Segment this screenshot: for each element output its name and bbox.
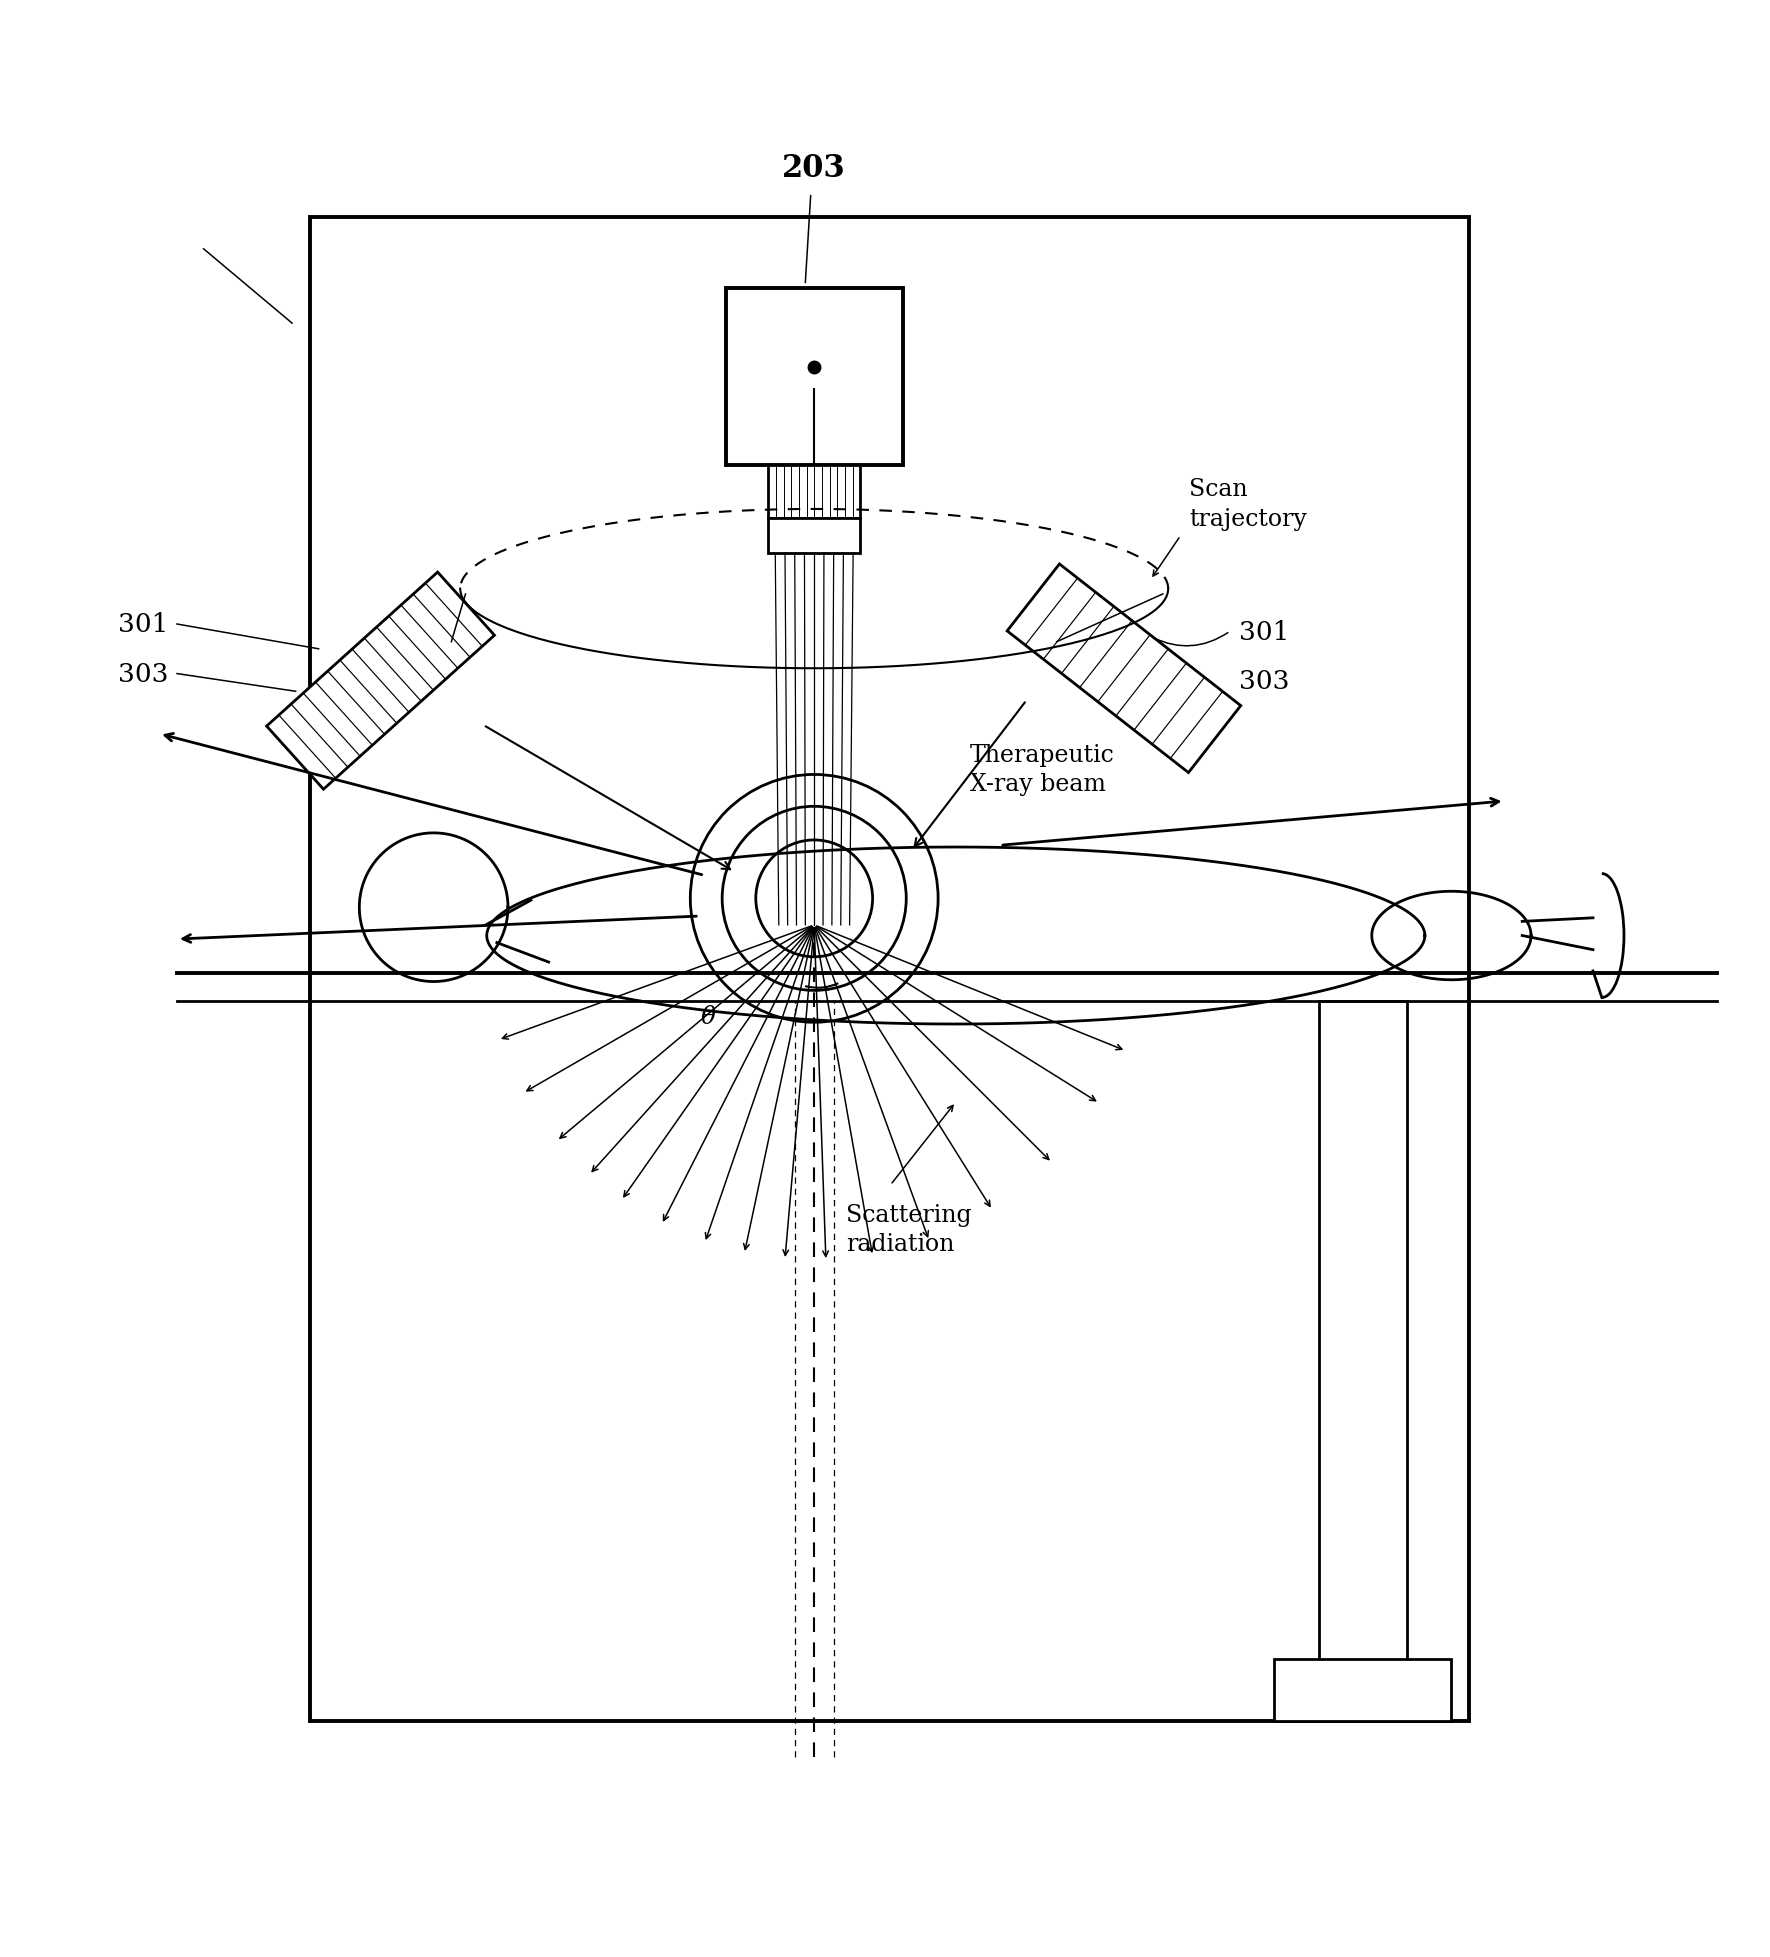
Text: 301: 301 [119,613,168,638]
Bar [768,519,860,554]
Text: 301: 301 [1239,618,1289,644]
Text: 303: 303 [117,661,168,687]
Bar [768,466,860,519]
Text: Therapeutic
X-ray beam: Therapeutic X-ray beam [970,744,1115,796]
Text: Scattering
radiation: Scattering radiation [846,1204,972,1256]
Bar [726,288,903,466]
Text: 303: 303 [1239,669,1290,695]
Text: θ: θ [701,1006,715,1029]
Bar [310,217,1469,1722]
Bar [1274,1660,1451,1722]
Bar [1007,566,1241,773]
Bar [1319,1002,1407,1722]
Text: Scan
trajectory: Scan trajectory [1189,478,1308,530]
Text: 203: 203 [782,153,846,184]
Bar [267,573,494,791]
